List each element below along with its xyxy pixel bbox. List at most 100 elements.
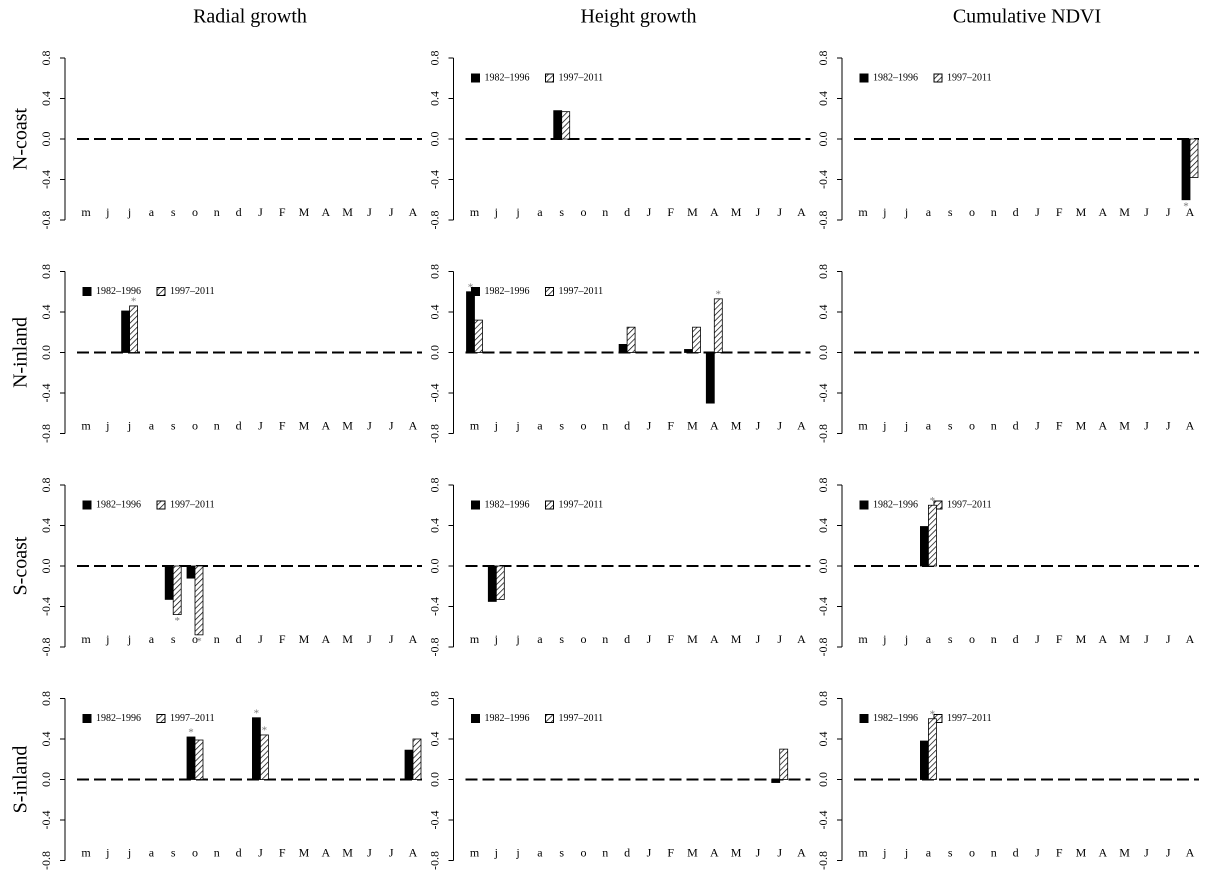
legend-label: 1982–1996	[873, 499, 918, 510]
x-tick-label: J	[647, 632, 652, 646]
x-tick-label: A	[1186, 845, 1195, 859]
legend-swatch	[545, 500, 554, 510]
legend-label: 1997–2011	[559, 499, 604, 510]
x-tick-label: F	[667, 418, 674, 432]
x-tick-label: J	[756, 418, 761, 432]
x-tick-label: a	[926, 845, 932, 859]
x-tick-label: J	[1166, 632, 1171, 646]
legend-swatch	[82, 500, 92, 510]
x-tick-label: o	[581, 205, 587, 219]
x-tick-label: M	[731, 418, 742, 432]
x-tick-label: M	[731, 845, 742, 859]
y-tick-label: 0.4	[39, 305, 53, 320]
x-tick-label: A	[1098, 632, 1107, 646]
column-title: Cumulative NDVI	[953, 6, 1101, 28]
x-tick-label: a	[149, 418, 155, 432]
x-tick-label: n	[991, 418, 997, 432]
significance-mark: *	[254, 707, 260, 719]
x-tick-label: J	[258, 845, 263, 859]
y-tick-label: -0.4	[39, 811, 53, 830]
y-tick-label: 0.0	[39, 345, 53, 360]
significance-mark: *	[716, 288, 722, 300]
x-tick-label: n	[991, 632, 997, 646]
x-tick-label: a	[926, 205, 932, 219]
x-tick-label: J	[777, 632, 782, 646]
y-tick-label: 0.8	[816, 51, 830, 66]
bar	[164, 565, 174, 600]
legend-swatch	[545, 714, 554, 723]
x-tick-label: A	[710, 205, 719, 219]
x-tick-label: J	[1035, 632, 1040, 646]
y-tick-label: 0.0	[816, 345, 830, 360]
row-label: S-coast	[10, 536, 32, 595]
legend-swatch	[156, 500, 166, 510]
y-tick-label: -0.4	[816, 170, 830, 189]
bar	[186, 736, 196, 780]
x-tick-label: s	[948, 418, 953, 432]
x-tick-label: F	[1056, 632, 1063, 646]
y-tick-label: 0.0	[39, 132, 53, 147]
x-tick-label: F	[279, 632, 286, 646]
x-tick-label: A	[797, 632, 806, 646]
x-tick-label: n	[991, 845, 997, 859]
bar	[920, 526, 929, 567]
x-tick-label: J	[1035, 845, 1040, 859]
x-tick-label: s	[559, 205, 564, 219]
x-tick-label: j	[515, 205, 519, 219]
x-tick-label: j	[494, 418, 498, 432]
y-tick-label: -0.4	[427, 384, 441, 403]
x-tick-label: J	[756, 205, 761, 219]
x-tick-label: F	[279, 205, 286, 219]
y-tick-label: 0.0	[39, 772, 53, 787]
x-tick-label: n	[214, 418, 220, 432]
y-tick-label: -0.8	[816, 638, 830, 657]
x-tick-label: s	[171, 845, 176, 859]
x-tick-label: s	[948, 845, 953, 859]
legend-swatch	[471, 73, 480, 83]
x-tick-label: J	[756, 845, 761, 859]
legend-label: 1982–1996	[96, 499, 141, 510]
x-tick-label: A	[710, 845, 719, 859]
x-tick-label: s	[948, 632, 953, 646]
x-tick-label: j	[515, 845, 519, 859]
x-tick-label: M	[342, 632, 353, 646]
y-tick-label: -0.8	[39, 851, 53, 870]
x-tick-label: d	[236, 845, 242, 859]
y-tick-label: 0.0	[427, 772, 441, 787]
bar	[561, 111, 571, 140]
y-tick-label: -0.8	[816, 851, 830, 870]
x-tick-label: j	[127, 845, 131, 859]
y-tick-label: -0.8	[427, 424, 441, 443]
x-tick-label: J	[389, 632, 394, 646]
x-tick-label: j	[882, 845, 886, 859]
x-tick-label: M	[687, 205, 698, 219]
x-tick-label: M	[1076, 845, 1087, 859]
significance-mark: *	[930, 708, 936, 720]
x-tick-label: A	[1186, 205, 1195, 219]
y-tick-label: -0.4	[39, 597, 53, 616]
bar	[194, 565, 204, 636]
x-tick-label: J	[367, 205, 372, 219]
x-tick-label: m	[858, 418, 868, 432]
significance-mark: *	[930, 495, 936, 507]
y-tick-label: 0.8	[39, 478, 53, 493]
bar	[553, 110, 563, 140]
x-tick-label: J	[1144, 845, 1149, 859]
x-tick-label: A	[1098, 205, 1107, 219]
x-tick-label: j	[904, 845, 908, 859]
x-tick-label: a	[926, 418, 932, 432]
x-tick-label: n	[602, 418, 608, 432]
y-tick-label: 0.8	[427, 691, 441, 706]
x-tick-label: F	[1056, 418, 1063, 432]
x-tick-label: F	[279, 418, 286, 432]
x-tick-label: A	[409, 845, 418, 859]
y-tick-label: 0.8	[427, 51, 441, 66]
significance-mark: *	[196, 635, 202, 647]
legend-swatch	[82, 714, 92, 723]
bar	[495, 565, 505, 600]
x-tick-label: J	[647, 418, 652, 432]
y-tick-label: 0.0	[816, 559, 830, 574]
x-tick-label: j	[882, 418, 886, 432]
x-tick-label: m	[470, 632, 480, 646]
x-tick-label: M	[1119, 845, 1130, 859]
